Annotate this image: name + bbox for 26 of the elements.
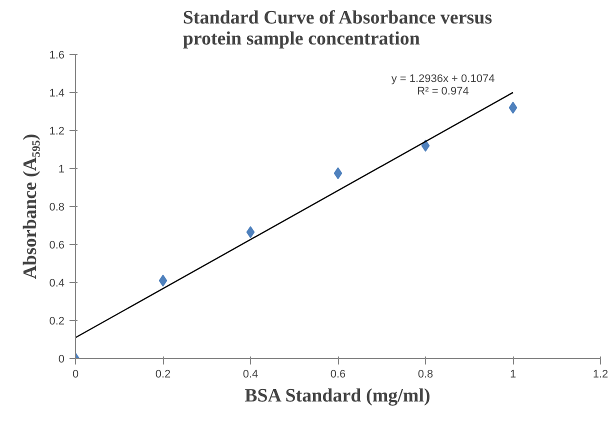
x-tick-label: 0 [72, 368, 79, 380]
annotation: y = 1.2936x + 0.1074 [391, 73, 495, 86]
y-tick-label: 0.4 [49, 278, 65, 290]
point [334, 167, 342, 180]
y-tick-label: 0.8 [49, 202, 65, 214]
y-tick-label: 1.2 [49, 126, 65, 138]
x-tick-label: 0.6 [330, 368, 346, 380]
y-tick-label: 0 [58, 354, 65, 366]
point [158, 274, 168, 287]
x-tick-label: 1 [510, 368, 516, 380]
x-axis-title: BSA Standard (mg/ml) [244, 386, 430, 406]
point [508, 102, 518, 114]
point [246, 226, 255, 238]
y-tick-label: 1 [58, 164, 65, 176]
y-tick-label: 1.6 [49, 50, 65, 62]
x-tick-label: 1.2 [592, 368, 608, 380]
y-tick-label: 0.2 [49, 316, 65, 328]
y-tick-label: 1.4 [49, 88, 65, 100]
point [421, 140, 430, 152]
x-tick-label: 0.4 [242, 368, 258, 380]
y-tick-label: 0.6 [49, 240, 65, 252]
annotation: R² = 0.974 [417, 86, 469, 98]
chart-title: Standard Curve of Absorbance versus protein sample concentration [182, 8, 492, 50]
x-tick-label: 0.8 [418, 368, 434, 380]
x-tick-label: 0.2 [155, 368, 171, 380]
y-axis-title: Absorbance (A₅₉₅) [20, 134, 42, 280]
